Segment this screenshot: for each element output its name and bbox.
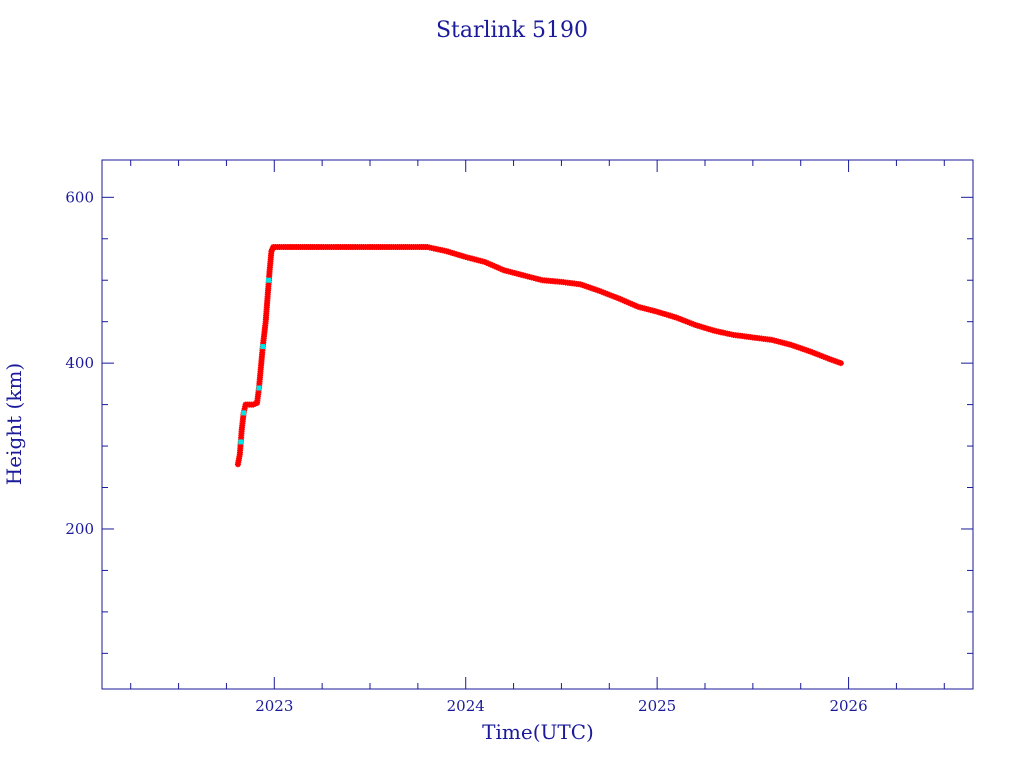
- x-tick-label: 2026: [829, 697, 867, 715]
- axis-ticks: [102, 160, 973, 689]
- y-tick-label: 600: [65, 188, 94, 206]
- data-points: [234, 244, 844, 468]
- data-point: [837, 360, 844, 367]
- x-tick-label: 2023: [255, 697, 293, 715]
- plot-frame: [101, 159, 974, 690]
- data-point: [266, 277, 272, 283]
- series-2: [238, 277, 272, 445]
- chart-title: Starlink 5190: [436, 18, 588, 43]
- data-point: [241, 410, 247, 416]
- x-axis-label: Time(UTC): [482, 720, 594, 744]
- x-tick-label: 2024: [447, 697, 485, 715]
- y-tick-label: 200: [65, 520, 94, 538]
- series-1: [234, 244, 844, 468]
- axis-tick-labels: 2023 2024 2025 2026 200 400 600: [65, 188, 867, 715]
- y-axis-label: Height (km): [2, 363, 26, 485]
- data-point: [238, 439, 244, 445]
- x-tick-label: 2025: [638, 697, 676, 715]
- data-point: [260, 344, 266, 350]
- y-tick-label: 400: [65, 354, 94, 372]
- data-point: [256, 385, 262, 391]
